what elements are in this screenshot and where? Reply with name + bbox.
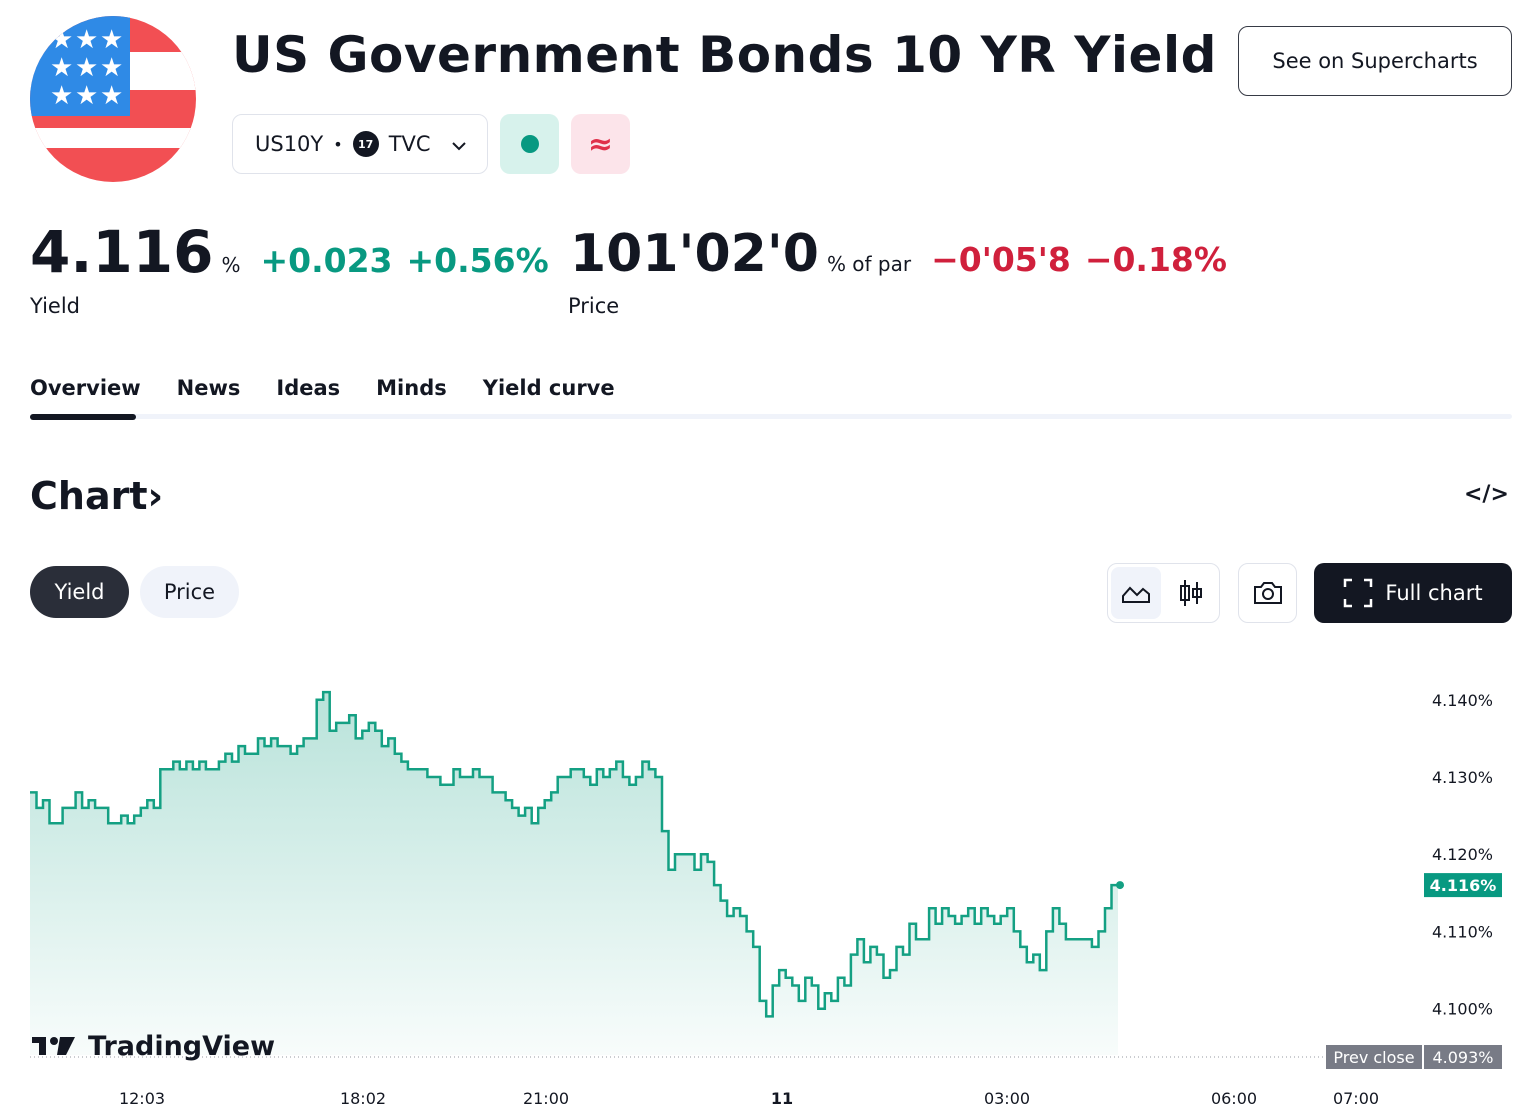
yield-change: +0.023	[260, 241, 393, 280]
svg-text:★: ★	[100, 81, 123, 111]
y-tick-label: 4.130%	[1432, 768, 1493, 787]
tab-ideas[interactable]: Ideas	[276, 376, 341, 400]
yield-unit: %	[221, 253, 241, 277]
yield-quote: 4.116 % +0.023 +0.56%	[30, 218, 549, 286]
last-value-label: 4.116%	[1430, 876, 1497, 895]
chart-heading-link[interactable]: Chart›	[30, 474, 163, 518]
x-tick-label: 12:03	[119, 1089, 165, 1108]
toggle-yield-button[interactable]: Yield	[30, 566, 129, 618]
delayed-data-status-button[interactable]: ≈	[571, 114, 630, 174]
x-tick-label: 18:02	[340, 1089, 386, 1108]
tradingview-watermark: TradingView	[32, 1031, 275, 1062]
tab-bar: Overview News Ideas Minds Yield curve	[30, 376, 615, 400]
market-open-status-button[interactable]	[500, 114, 559, 174]
tradingview-logo-icon	[32, 1037, 75, 1055]
area-fill	[30, 692, 1118, 1055]
last-point-marker	[1116, 881, 1124, 890]
symbol-separator: •	[333, 134, 343, 154]
svg-text:★: ★	[50, 25, 73, 55]
watermark-text: TradingView	[88, 1031, 275, 1062]
area-chart-style-button[interactable]	[1111, 567, 1161, 619]
svg-text:★: ★	[100, 53, 123, 83]
x-tick-label: 11	[771, 1089, 793, 1108]
chevron-down-icon	[451, 132, 467, 156]
us-flag-icon: ★ ★ ★ ★ ★ ★ ★ ★ ★	[30, 16, 196, 182]
yield-label: Yield	[30, 294, 80, 318]
chart-heading-text: Chart	[30, 474, 148, 518]
last-value-badge	[1424, 873, 1502, 898]
x-tick-label: 21:00	[523, 1089, 569, 1108]
price-unit: % of par	[826, 252, 912, 276]
svg-text:★: ★	[50, 81, 73, 111]
price-change: −0'05'8	[931, 240, 1071, 279]
toggle-price-button[interactable]: Price	[140, 566, 239, 618]
page-title: US Government Bonds 10 YR Yield	[232, 26, 1217, 84]
tab-divider	[30, 414, 1512, 419]
tab-minds[interactable]: Minds	[376, 376, 447, 400]
prev-close-value: 4.093%	[1432, 1048, 1493, 1067]
see-on-supercharts-button[interactable]: See on Supercharts	[1238, 26, 1512, 96]
symbol-selector[interactable]: US10Y • 17 TVC	[232, 114, 488, 174]
approx-icon: ≈	[587, 126, 614, 162]
yield-area-chart[interactable]: Prev close 4.093% 4.140% 4.130% 4.120% 4.110…	[0, 630, 1536, 1113]
svg-text:★: ★	[75, 81, 98, 111]
prev-close-label-bg	[1326, 1045, 1422, 1069]
yield-value: 4.116	[30, 218, 214, 286]
full-chart-label: Full chart	[1385, 581, 1483, 605]
exchange-name: TVC	[388, 132, 431, 156]
x-tick-label: 06:00	[1211, 1089, 1257, 1108]
svg-text:★: ★	[75, 25, 98, 55]
y-tick-label: 4.110%	[1432, 922, 1493, 941]
price-change-pct: −0.18%	[1084, 240, 1227, 279]
embed-code-icon[interactable]: </>	[1464, 482, 1509, 507]
tab-overview[interactable]: Overview	[30, 376, 141, 400]
chart-style-group	[1107, 563, 1220, 623]
candle-chart-style-button[interactable]	[1166, 567, 1216, 619]
y-tick-label: 4.140%	[1432, 691, 1493, 710]
svg-text:★: ★	[100, 25, 123, 55]
price-quote: 101'02'0 % of par −0'05'8 −0.18%	[570, 224, 1227, 284]
green-dot-icon	[520, 135, 539, 153]
area-chart-icon	[1122, 586, 1150, 603]
prev-close-label: Prev close	[1333, 1048, 1414, 1067]
svg-text:★: ★	[50, 53, 73, 83]
x-tick-label: 03:00	[984, 1089, 1030, 1108]
tradingview-exchange-icon: 17	[352, 131, 379, 157]
tab-yield-curve[interactable]: Yield curve	[482, 376, 615, 400]
candlestick-icon	[1180, 580, 1202, 606]
chevron-right-icon: ›	[147, 474, 164, 518]
full-chart-button[interactable]: Full chart	[1314, 563, 1512, 623]
price-value: 101'02'0	[570, 224, 819, 284]
fullscreen-icon	[1344, 578, 1373, 608]
camera-icon	[1253, 582, 1282, 604]
snapshot-button[interactable]	[1238, 563, 1297, 623]
x-tick-label: 07:00	[1333, 1089, 1379, 1108]
y-tick-label: 4.100%	[1432, 1000, 1493, 1019]
svg-text:★: ★	[75, 53, 98, 83]
active-tab-indicator	[30, 414, 136, 420]
y-tick-label: 4.120%	[1432, 845, 1493, 864]
yield-change-pct: +0.56%	[406, 241, 549, 280]
tab-news[interactable]: News	[176, 376, 241, 400]
symbol-ticker: US10Y	[255, 132, 324, 156]
yield-series-line	[30, 690, 1118, 1018]
price-label: Price	[568, 294, 620, 318]
prev-close-value-bg	[1424, 1045, 1502, 1069]
